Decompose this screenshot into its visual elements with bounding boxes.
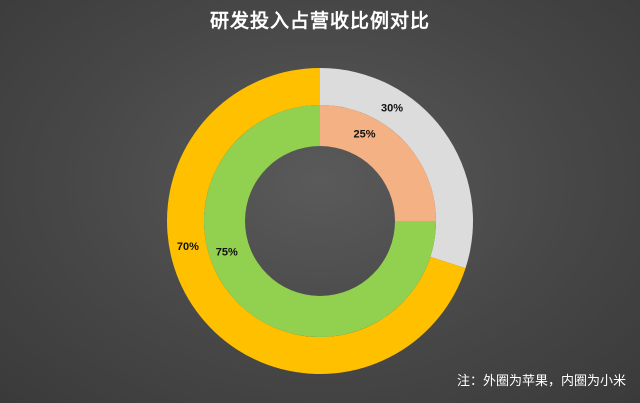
- inner-ring: [204, 105, 436, 337]
- inner-slice-label-0: 25%: [353, 129, 375, 141]
- chart-title: 研发投入占营收比例对比: [209, 10, 430, 32]
- outer-slice-label-0: 30%: [381, 102, 403, 114]
- slice-labels: 30% 70% 25% 75%: [177, 102, 403, 258]
- outer-slice-0: [320, 68, 473, 269]
- outer-slice-label-1: 70%: [177, 241, 199, 253]
- inner-slice-label-1: 75%: [216, 246, 238, 258]
- inner-slice-1: [204, 105, 436, 337]
- outer-ring: [167, 68, 473, 374]
- inner-slice-0: [320, 105, 436, 221]
- chart-note: 注：外圈为苹果，内圈为小米: [456, 374, 626, 389]
